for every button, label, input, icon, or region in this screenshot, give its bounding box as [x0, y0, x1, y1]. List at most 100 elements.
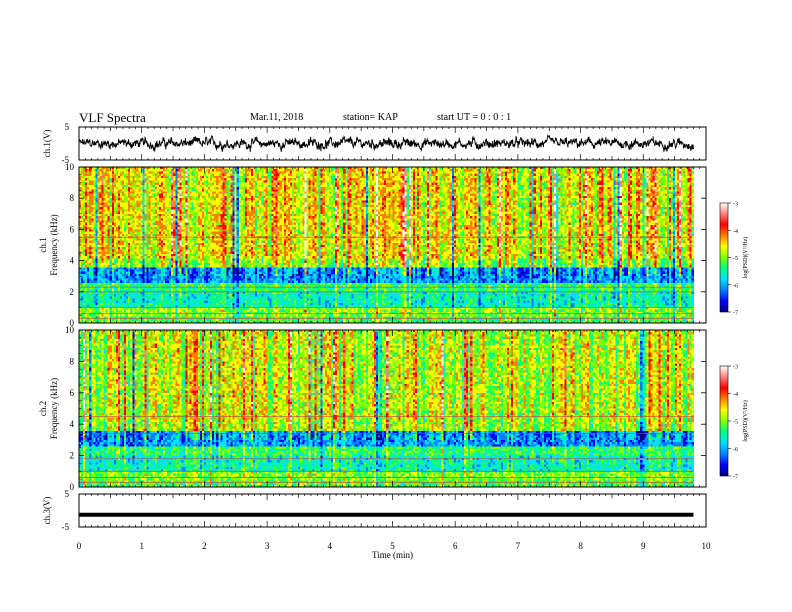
psd-cell — [668, 169, 672, 172]
psd-cell — [644, 175, 647, 179]
psd-cell — [107, 173, 111, 177]
psd-cell — [593, 167, 596, 170]
psd-cell — [103, 171, 107, 175]
psd-cell — [81, 180, 84, 183]
psd-cell — [236, 167, 240, 170]
psd-cell — [183, 171, 186, 175]
psd-cell — [445, 173, 449, 177]
psd-cell — [101, 167, 104, 170]
psd-cell — [476, 178, 479, 181]
psd-cell — [595, 167, 598, 170]
psd-cell — [609, 173, 612, 177]
psd-cell — [283, 173, 287, 177]
psd-cell — [507, 178, 510, 181]
psd-cell — [443, 171, 447, 175]
psd-cell — [124, 173, 127, 177]
psd-cell — [160, 171, 164, 175]
psd-cell — [107, 171, 111, 175]
psd-cell — [410, 167, 414, 170]
psd-cell — [177, 173, 180, 177]
psd-cell — [122, 178, 125, 181]
psd-cell — [89, 167, 92, 170]
psd-cell — [191, 167, 195, 170]
psd-cell — [154, 175, 158, 179]
psd-cell — [558, 175, 561, 179]
psd-cell — [148, 171, 152, 175]
psd-cell — [505, 175, 508, 179]
psd-cell — [267, 167, 270, 170]
psd-cell — [562, 178, 565, 181]
psd-cell — [609, 169, 612, 172]
psd-cell — [478, 175, 481, 179]
psd-cell — [343, 171, 346, 175]
psd-cell — [126, 175, 129, 179]
psd-cell — [627, 171, 631, 175]
psd-cell — [599, 173, 602, 177]
psd-cell — [593, 178, 596, 181]
psd-cell — [591, 178, 594, 181]
psd-cell — [543, 169, 547, 172]
psd-cell — [507, 167, 510, 170]
psd-cell — [517, 169, 520, 172]
psd-cell — [363, 167, 367, 170]
psd-cell — [650, 178, 653, 181]
psd-cell — [658, 171, 662, 175]
psd-cell — [281, 175, 285, 179]
psd-cell — [636, 175, 639, 179]
psd-cell — [318, 175, 322, 179]
psd-cell — [185, 169, 188, 172]
psd-cell — [681, 171, 684, 175]
psd-cell — [556, 171, 559, 175]
psd-cell — [605, 167, 608, 170]
psd-cell — [257, 173, 260, 177]
psd-cell — [324, 175, 328, 179]
psd-cell — [115, 167, 119, 170]
psd-cell — [308, 173, 311, 177]
psd-cell — [623, 173, 627, 177]
psd-cell — [205, 173, 209, 177]
psd-cell — [355, 169, 358, 172]
psd-cell — [165, 175, 168, 179]
psd-cell — [539, 171, 543, 175]
psd-cell — [394, 167, 397, 170]
psd-cell — [99, 169, 102, 172]
psd-cell — [679, 171, 682, 175]
psd-cell — [87, 167, 90, 170]
psd-cell — [101, 178, 104, 181]
psd-cell — [191, 171, 195, 175]
psd-cell — [474, 173, 477, 177]
psd-cell — [419, 169, 422, 172]
psd-cell — [337, 175, 340, 179]
psd-cell — [214, 173, 217, 177]
psd-cell — [615, 175, 619, 179]
psd-cell — [173, 175, 176, 179]
psd-cell — [670, 171, 674, 175]
psd-cell — [203, 178, 207, 181]
psd-cell — [326, 175, 330, 179]
psd-cell — [263, 178, 266, 181]
psd-cell — [683, 175, 686, 179]
psd-cell — [242, 175, 246, 179]
psd-cell — [427, 178, 430, 181]
psd-cell — [394, 169, 397, 172]
psd-cell — [572, 167, 576, 170]
psd-cell — [203, 167, 207, 170]
psd-cell — [597, 175, 600, 179]
psd-cell — [648, 173, 651, 177]
psd-cell — [607, 178, 610, 181]
psd-cell — [277, 175, 281, 179]
psd-cell — [308, 169, 311, 172]
psd-cell — [216, 175, 219, 179]
psd-cell — [462, 173, 465, 177]
psd-cell — [154, 169, 158, 172]
psd-cell — [550, 169, 553, 172]
psd-cell — [214, 175, 217, 179]
psd-cell — [535, 171, 539, 175]
psd-cell — [472, 173, 475, 177]
psd-cell — [246, 178, 250, 181]
psd-cell — [119, 178, 123, 181]
psd-cell — [396, 169, 399, 172]
psd-cell — [179, 169, 182, 172]
psd-cell — [632, 173, 635, 177]
psd-cell — [681, 169, 684, 172]
